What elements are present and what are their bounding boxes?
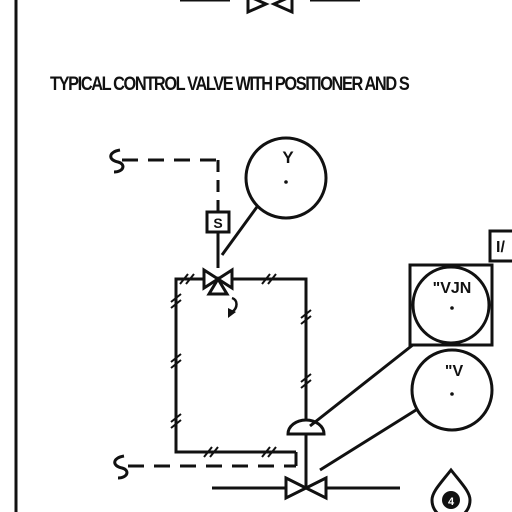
exhaust-arrowhead [228, 308, 236, 318]
bubble-dot [284, 180, 288, 184]
solenoid-box-label: S [213, 215, 222, 231]
positioner-bubble [411, 265, 491, 345]
bubble-dot [450, 306, 454, 310]
exhaust-arrow [231, 296, 238, 314]
lower-signal-line [113, 454, 296, 480]
three-way-valve [202, 267, 234, 296]
valve-bubble [410, 348, 494, 432]
valve-actuator [286, 418, 326, 436]
partial-box-label: I/ [496, 239, 505, 256]
positioner-leader [309, 342, 415, 428]
control-valve-body [284, 475, 328, 501]
diamond-marker-label: 4 [448, 496, 455, 508]
solenoid-bubble-label: Y [282, 148, 294, 167]
diamond-marker: 4 [430, 467, 472, 512]
upper-signal-line [109, 148, 220, 212]
solenoid-bubble [244, 136, 328, 220]
pneumatic-hash-marks [170, 273, 312, 458]
valve-bubble-label: "V [445, 363, 464, 380]
solenoid-box: S [205, 210, 231, 234]
positioner-bubble-label: "VJN [433, 280, 472, 297]
partial-interface-box [488, 229, 512, 263]
y-bubble-leader [220, 199, 264, 256]
pneumatic-loop [174, 277, 308, 454]
top-valve-symbol [180, 0, 360, 15]
page-title: TYPICAL CONTROL VALVE WITH POSITIONER AN… [50, 74, 410, 95]
valve-bubble-leader [319, 408, 417, 472]
bubble-dot [450, 392, 454, 396]
